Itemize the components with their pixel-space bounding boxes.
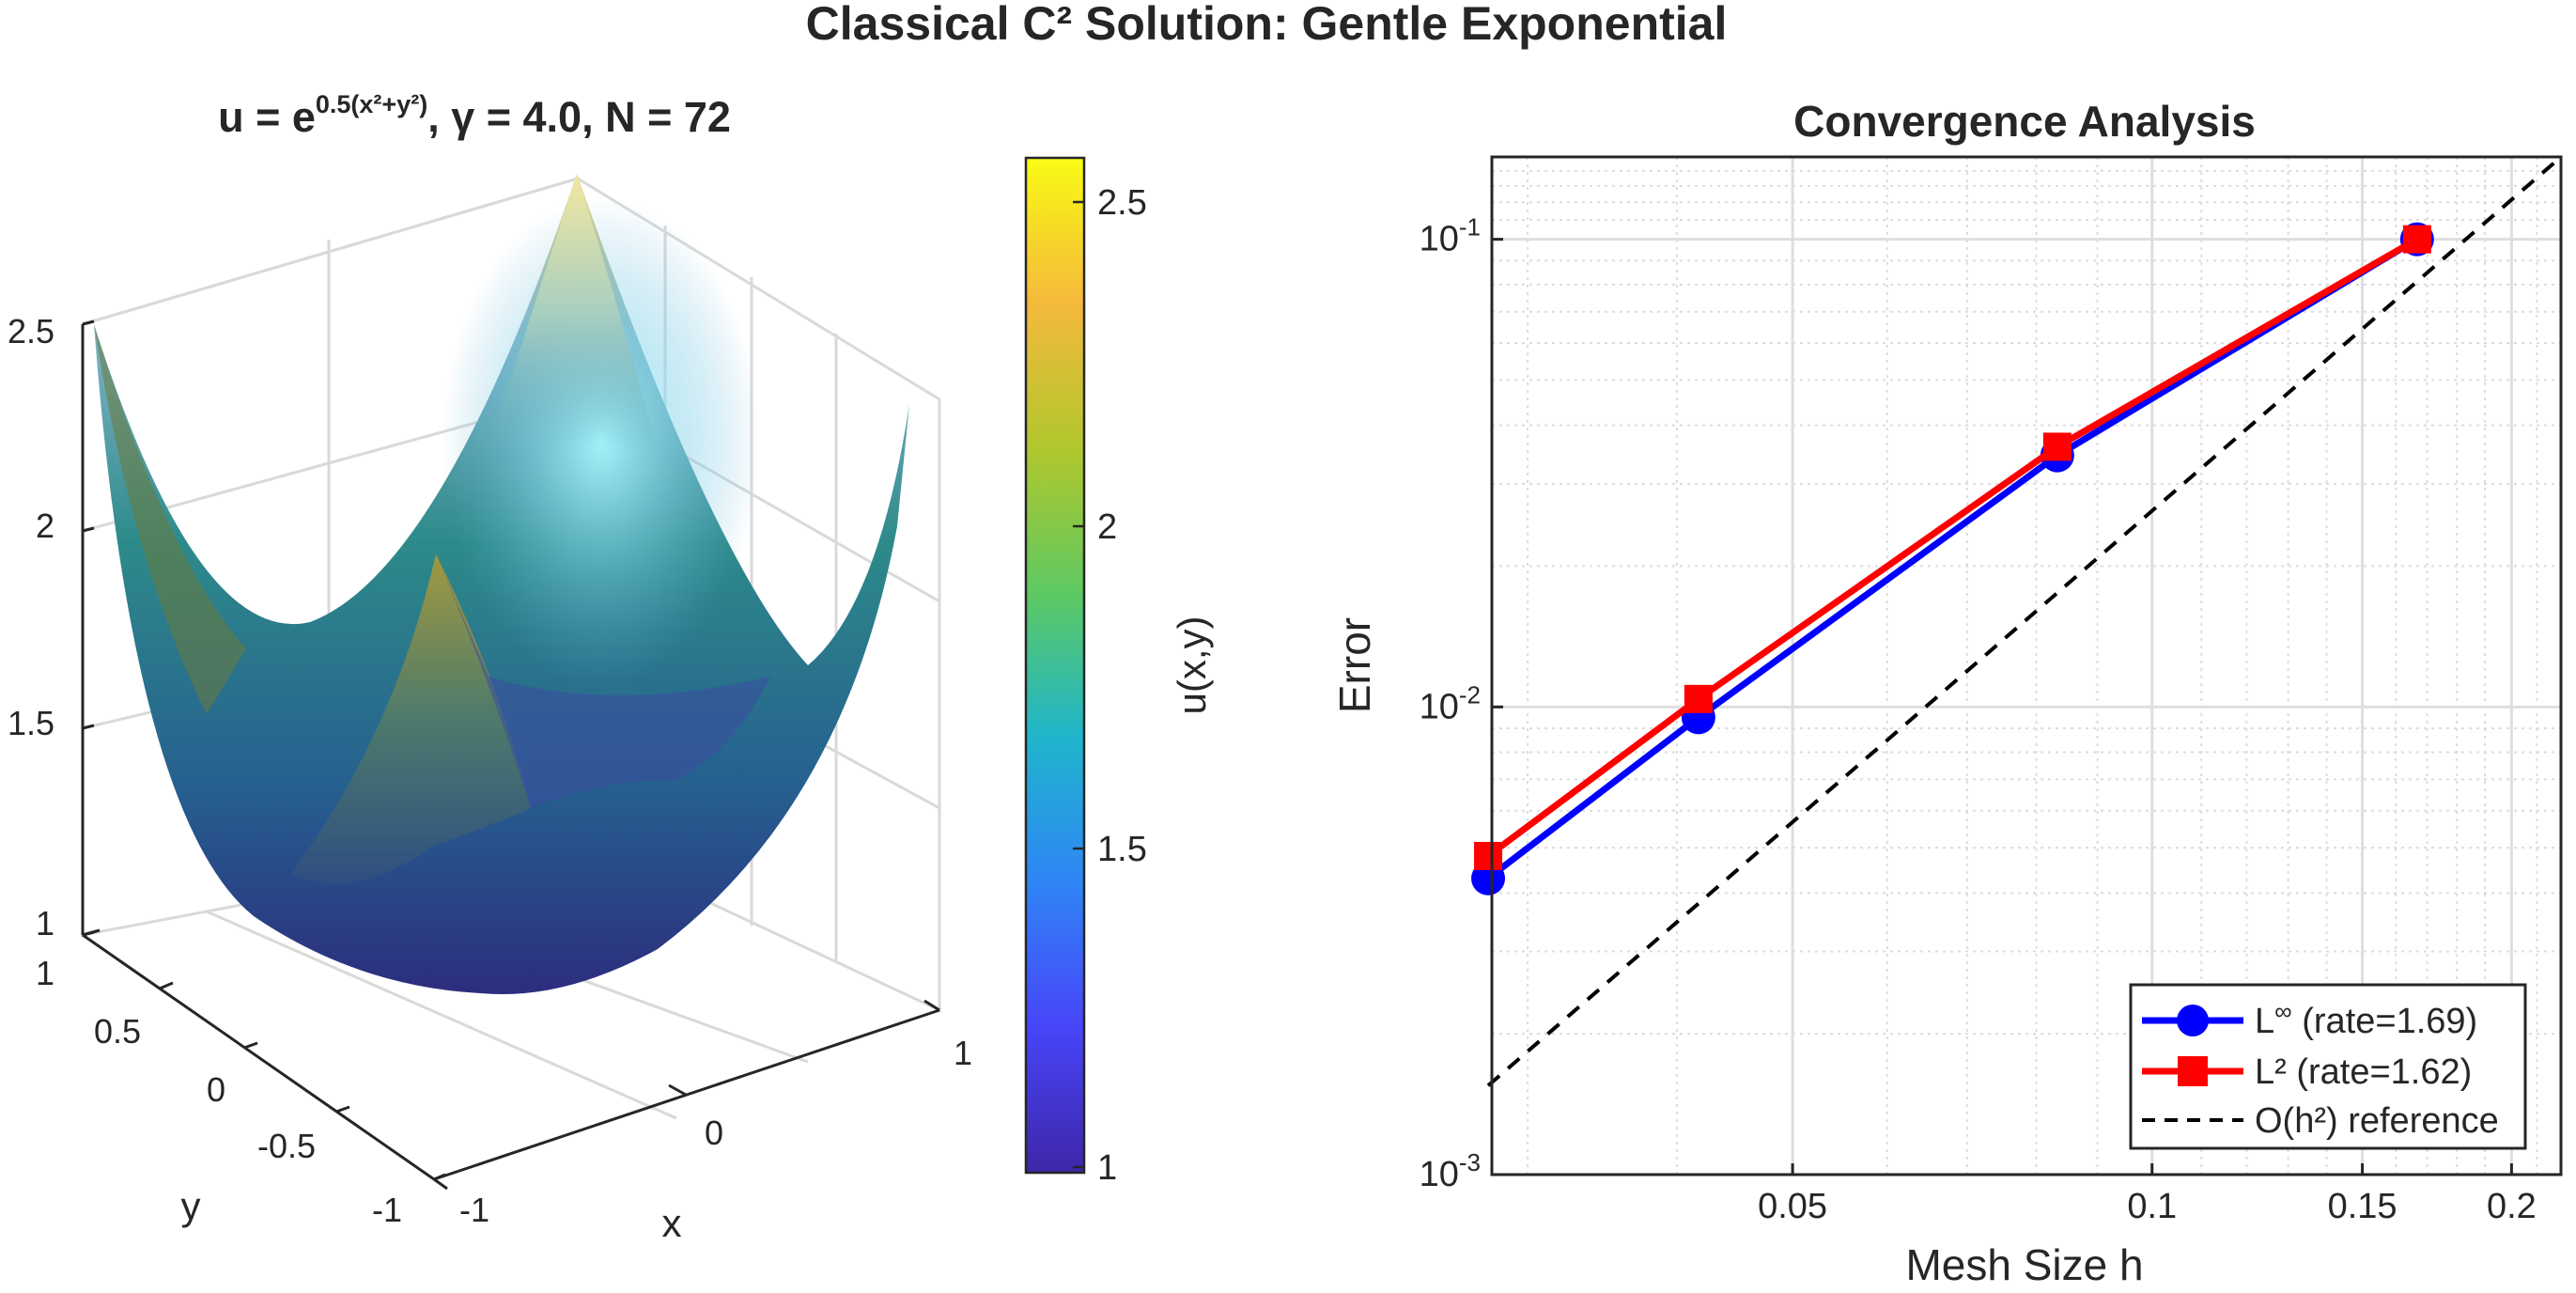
data-point	[1474, 841, 1503, 870]
x-tick-label: 0.2	[2487, 1187, 2537, 1226]
tick-layer: 0.05 0.1 0.15 0.2 10-3 10-2 10-1	[1420, 213, 2537, 1226]
x-axis-ticks	[433, 999, 940, 1191]
plot-frame	[1490, 155, 2563, 1176]
series-line	[1485, 236, 2419, 881]
surface-title-prefix: u = e	[218, 93, 316, 141]
y-tick-label: -0.5	[257, 1127, 316, 1165]
x-tick-label: 0.15	[2328, 1187, 2398, 1226]
data-point	[2402, 225, 2431, 254]
surface-mesh	[94, 174, 909, 995]
data-point	[1684, 684, 1713, 713]
y-axis-label: y	[181, 1184, 201, 1228]
z-axis-ticks	[82, 319, 95, 937]
y-axis-title: Error	[1330, 617, 1379, 713]
legend: L∞ (rate=1.69) L² (rate=1.62) O(h²) refe…	[2129, 983, 2527, 1150]
legend-entry-l2: L² (rate=1.62)	[2142, 1052, 2472, 1092]
legend-label-reference: O(h²) reference	[2255, 1101, 2499, 1141]
y-tick-label: 10-1	[1420, 213, 1481, 259]
x-tick-label: 0	[705, 1114, 723, 1152]
x-tick-label: -1	[459, 1191, 489, 1229]
x-axis-label: x	[662, 1201, 682, 1245]
colorbar: 1 1.5 2 2.5 u(x,y)	[1024, 156, 1214, 1188]
convergence-chart: Convergence Analysis 0.05 0.1 0.15 0.2 10-3 1…	[1330, 97, 2563, 1289]
legend-entry-reference: O(h²) reference	[2142, 1101, 2499, 1141]
y-tick-label: 1	[36, 954, 54, 992]
y-tick-label: 10-2	[1420, 680, 1481, 726]
x-axis-title: Mesh Size h	[1905, 1240, 2143, 1289]
colorbar-tick-label: 2	[1097, 507, 1117, 547]
z-tick-label: 1.5	[8, 704, 54, 742]
series-l2	[1474, 225, 2431, 870]
surface-plot: u = e0.5(x²+y²), γ = 4.0, N = 72	[8, 90, 972, 1245]
y-tick-label: -1	[372, 1191, 402, 1229]
surface-title: u = e0.5(x²+y²), γ = 4.0, N = 72	[218, 90, 731, 141]
surface-title-exponent: 0.5(x²+y²)	[316, 90, 427, 118]
chart-title: Convergence Analysis	[1793, 97, 2256, 146]
legend-label-l2: L² (rate=1.62)	[2255, 1052, 2472, 1092]
y-tick-label: 10-3	[1420, 1148, 1481, 1194]
figure-title: Classical C² Solution: Gentle Exponentia…	[806, 0, 1728, 50]
x-tick-label: 0.1	[2127, 1187, 2177, 1226]
colorbar-label: u(x,y)	[1170, 616, 1214, 715]
series-line	[1485, 236, 2419, 859]
minor-grid	[1492, 157, 2561, 1175]
colorbar-ticks	[1073, 200, 1084, 1169]
legend-label-linf: L∞ (rate=1.69)	[2255, 997, 2477, 1041]
legend-entry-linf: L∞ (rate=1.69)	[2142, 997, 2477, 1041]
colorbar-tick-label: 2.5	[1097, 183, 1147, 223]
z-tick-label: 2.5	[8, 312, 54, 351]
y-axis-ticks	[82, 928, 446, 1181]
surface-axes	[81, 324, 940, 1181]
colorbar-bar	[1024, 156, 1086, 1175]
z-tick-label: 1	[36, 904, 54, 942]
data-point	[2042, 432, 2072, 461]
colorbar-tick-label: 1.5	[1097, 830, 1147, 869]
surface-title-suffix: , γ = 4.0, N = 72	[427, 93, 731, 141]
x-tick-label: 1	[954, 1034, 972, 1072]
series-layer	[1471, 155, 2563, 1087]
colorbar-tick-label: 1	[1097, 1148, 1117, 1188]
y-tick-label: 0.5	[94, 1012, 141, 1051]
y-tick-label: 0	[207, 1070, 225, 1109]
x-tick-label: 0.05	[1758, 1187, 1827, 1226]
z-tick-label: 2	[36, 506, 54, 545]
